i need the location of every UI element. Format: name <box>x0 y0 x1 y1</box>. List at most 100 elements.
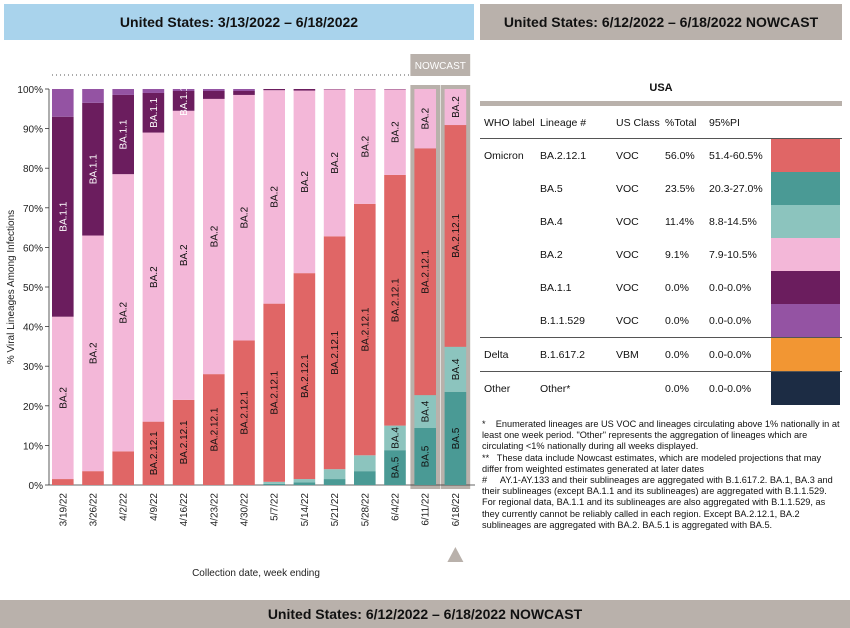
nowcast-label: NOWCAST <box>415 61 466 72</box>
bar-segment <box>82 235 104 472</box>
bar-segment <box>172 110 195 400</box>
bar-segment <box>203 90 225 99</box>
cell-pct: 0.0% <box>665 382 689 395</box>
bar-segment <box>142 89 165 93</box>
bar-segment <box>263 90 285 304</box>
x-tick-label: 5/7/22 <box>270 493 281 521</box>
table-row: BA.1.1 VOC 0.0% 0.0-0.0% <box>480 271 842 304</box>
y-tick-label: 80% <box>23 164 43 175</box>
bar-segment <box>203 98 225 375</box>
cell-class: VOC <box>616 215 639 228</box>
bar-segment <box>414 427 436 485</box>
cell-class: VOC <box>616 149 639 162</box>
bar-segment <box>384 425 406 451</box>
cell-pct: 0.0% <box>665 314 689 327</box>
table-row: BA.2 VOC 9.1% 7.9-10.5% <box>480 238 842 271</box>
table-row: Omicron BA.2.12.1 VOC 56.0% 51.4-60.5% <box>480 139 842 172</box>
color-swatch <box>771 238 840 271</box>
x-tick-label: 4/9/22 <box>149 493 160 521</box>
bar-segment <box>263 303 285 482</box>
bar-segment <box>293 273 316 480</box>
bar-segment <box>323 479 346 485</box>
bar-segment-label: BA.2.12.1 <box>300 354 311 398</box>
bar-segment-label: BA.2 <box>270 186 281 208</box>
cell-pct: 0.0% <box>665 348 689 361</box>
bar-segment-label: BA.2.12.1 <box>149 431 160 475</box>
table-region-title: USA <box>480 75 842 106</box>
bar-segment <box>384 450 406 485</box>
color-swatch <box>771 271 840 304</box>
bar-segment-label: BA.2 <box>209 225 220 247</box>
cell-pi: 51.4-60.5% <box>709 149 763 162</box>
bar-segment <box>203 89 225 91</box>
right-header: United States: 6/12/2022 – 6/18/2022 NOW… <box>480 4 842 40</box>
bar-segment <box>323 469 346 480</box>
cell-lineage: BA.5 <box>540 182 563 195</box>
table-row: Other Other* 0.0% 0.0-0.0% <box>480 371 842 405</box>
table-row: BA.4 VOC 11.4% 8.8-14.5% <box>480 205 842 238</box>
bar-segment <box>203 374 225 485</box>
bar-segment-label: BA.2 <box>58 387 69 409</box>
header-class: US Class <box>616 117 660 129</box>
x-tick-label: 6/18/22 <box>451 493 462 527</box>
bar-segment <box>142 421 165 485</box>
bar-segment-label: BA.2.12.1 <box>451 214 462 258</box>
x-tick-label: 6/11/22 <box>421 493 432 526</box>
bar-segment <box>52 89 74 117</box>
color-swatch <box>771 139 840 172</box>
bar-segment-label: BA.1.1 <box>119 119 130 149</box>
table-header-row: WHO label Lineage # US Class %Total 95%P… <box>480 108 842 139</box>
bar-segment <box>293 89 316 91</box>
cell-lineage: B.1.1.529 <box>540 314 585 327</box>
bar-segment-label: BA.4 <box>421 400 432 422</box>
nowcast-label-box <box>410 54 471 76</box>
table-row: B.1.1.529 VOC 0.0% 0.0-0.0% <box>480 304 842 337</box>
table-row: BA.5 VOC 23.5% 20.3-27.0% <box>480 172 842 205</box>
bar-segment <box>414 89 436 149</box>
bar-segment <box>142 132 165 422</box>
table-body: Omicron BA.2.12.1 VOC 56.0% 51.4-60.5% BA.5 VO… <box>480 139 842 405</box>
bar-segment <box>384 174 406 426</box>
bar-segment <box>82 102 104 236</box>
bar-segment-label: BA.2 <box>391 121 402 143</box>
x-tick-label: 4/2/22 <box>119 493 130 521</box>
bar-segment-label: BA.2 <box>360 135 371 157</box>
bar-segment <box>82 471 104 485</box>
footnote-hash: # AY.1-AY.133 and their sublineages are … <box>482 475 833 530</box>
bar-segment <box>52 316 74 480</box>
bar-segment-label: BA.2 <box>89 342 100 364</box>
bar-segment <box>112 174 134 452</box>
bar-segment-label: BA.2 <box>179 244 190 266</box>
cell-pct: 9.1% <box>665 248 689 261</box>
cell-pct: 56.0% <box>665 149 695 162</box>
bar-segment <box>354 455 376 472</box>
bar-segment <box>233 340 255 485</box>
bar-segment-label: BA.2.12.1 <box>421 249 432 293</box>
x-tick-label: 3/26/22 <box>89 493 100 527</box>
cell-pi: 8.8-14.5% <box>709 215 757 228</box>
bar-segment <box>414 395 436 428</box>
bar-segment-label: BA.1.1 <box>149 97 160 127</box>
cell-lineage: BA.2 <box>540 248 563 261</box>
header-who: WHO label <box>484 117 535 129</box>
bar-segment <box>172 399 195 485</box>
bar-segment <box>323 236 346 470</box>
color-swatch <box>771 172 840 205</box>
bar-segment-label: BA.2 <box>240 206 251 228</box>
cell-who: Delta <box>484 348 509 361</box>
x-tick-label: 4/30/22 <box>240 493 251 527</box>
bar-segment-label: BA.5 <box>421 445 432 467</box>
y-axis-label: % Viral Lineages Among Infections <box>6 210 17 364</box>
bar-segment-label: BA.2 <box>300 171 311 193</box>
y-tick-label: 10% <box>23 441 43 452</box>
bar-segment <box>354 471 376 485</box>
bar-segment <box>52 479 74 485</box>
y-tick-label: 20% <box>23 402 43 413</box>
color-swatch <box>771 304 840 337</box>
cell-pct: 11.4% <box>665 215 694 228</box>
bar-segment <box>82 89 104 103</box>
cell-class: VOC <box>616 248 639 261</box>
cell-who: Other <box>484 382 511 395</box>
cell-pi: 20.3-27.0% <box>709 182 763 195</box>
bar-segment <box>444 391 467 485</box>
